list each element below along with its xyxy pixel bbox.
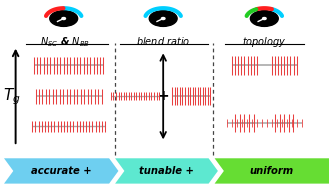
Circle shape	[149, 11, 177, 26]
Text: uniform: uniform	[250, 166, 294, 176]
Text: $\mathit{T}_g$: $\mathit{T}_g$	[3, 86, 21, 107]
Text: $\mathit{blend\ ratio}$: $\mathit{blend\ ratio}$	[136, 35, 190, 47]
Text: accurate +: accurate +	[31, 166, 92, 176]
Circle shape	[262, 18, 266, 19]
Circle shape	[250, 11, 278, 26]
Text: tunable +: tunable +	[139, 166, 194, 176]
Circle shape	[62, 18, 66, 19]
Polygon shape	[214, 158, 329, 184]
Circle shape	[162, 18, 165, 19]
Polygon shape	[115, 158, 218, 184]
Text: +: +	[158, 89, 169, 103]
Text: $\mathit{topology}$: $\mathit{topology}$	[242, 35, 287, 49]
Text: $N_{\mathit{SC}}$ & $N_{\mathit{BB}}$: $N_{\mathit{SC}}$ & $N_{\mathit{BB}}$	[40, 35, 91, 49]
Circle shape	[50, 11, 78, 26]
Polygon shape	[4, 158, 119, 184]
